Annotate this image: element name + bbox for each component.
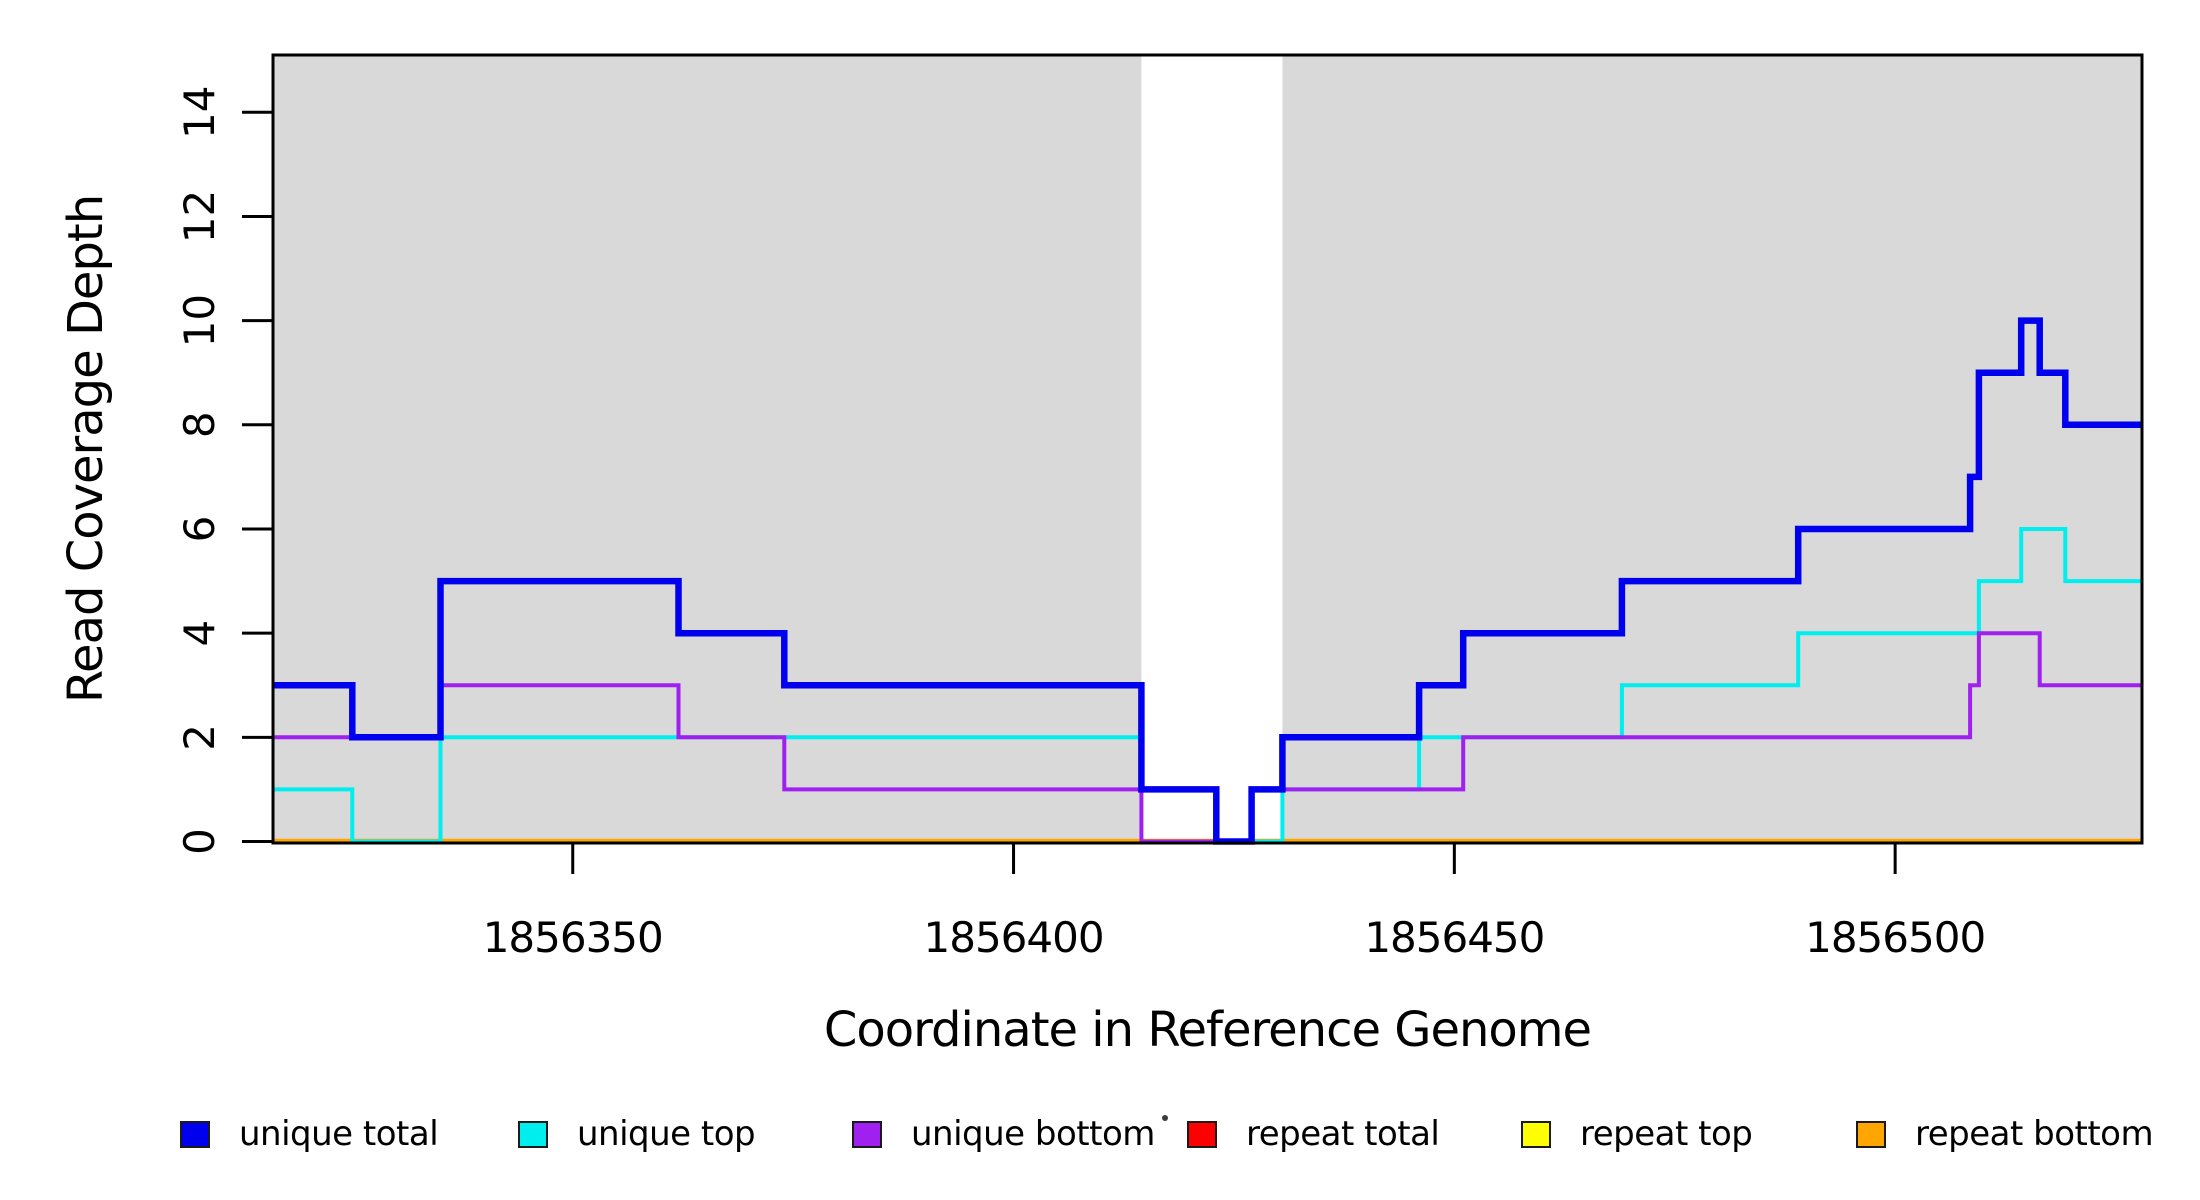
legend-item-repeat-total: repeat total [1187,1114,1440,1154]
y-tick-label: 6 [175,516,224,543]
series-line-unique-top [273,527,2142,844]
legend-label-unique-total: unique total [239,1114,439,1154]
y-tick-label: 2 [175,724,224,751]
y-tick-label: 14 [175,86,224,139]
x-axis-title: Coordinate in Reference Genome [823,1002,1592,1058]
x-tick-label: 1856450 [1364,913,1544,962]
x-tick-label: 1856400 [924,913,1104,962]
legend-item-repeat-bottom: repeat bottom [1856,1114,2154,1154]
series-line-unique-total [273,317,2142,845]
y-tick-label: 0 [175,828,224,855]
plot-border [271,53,2144,845]
legend-swatch-unique-top [518,1120,548,1148]
shaded-region [273,55,1142,843]
legend-swatch-repeat-bottom [1856,1120,1886,1148]
legend-item-repeat-top: repeat top [1521,1114,1753,1154]
legend-swatch-unique-total [180,1120,210,1148]
y-tick-label: 4 [175,620,224,647]
legend-label-repeat-top: repeat top [1580,1114,1753,1154]
legend-swatch-repeat-total [1187,1120,1217,1148]
y-axis-title: Read Coverage Depth [58,194,114,704]
legend-label-repeat-total: repeat total [1246,1114,1440,1154]
legend-label-unique-top: unique top [577,1114,756,1154]
legend-swatch-unique-bottom [852,1120,882,1148]
x-tick-label: 1856350 [483,913,663,962]
legend-swatch-repeat-top [1521,1120,1551,1148]
y-tick-label: 12 [175,190,224,243]
legend-item-unique-top: unique top [518,1114,756,1154]
y-tick-label: 10 [175,294,224,347]
x-tick-label: 1856500 [1805,913,1985,962]
shaded-region [1282,55,2142,843]
legend-item-unique-bottom: unique bottom [852,1114,1155,1154]
legend-label-unique-bottom: unique bottom [911,1114,1155,1154]
legend-item-unique-total: unique total [180,1114,439,1154]
y-tick-label: 8 [175,411,224,438]
stray-dot-artifact [1162,1115,1168,1121]
legend-label-repeat-bottom: repeat bottom [1915,1114,2154,1154]
